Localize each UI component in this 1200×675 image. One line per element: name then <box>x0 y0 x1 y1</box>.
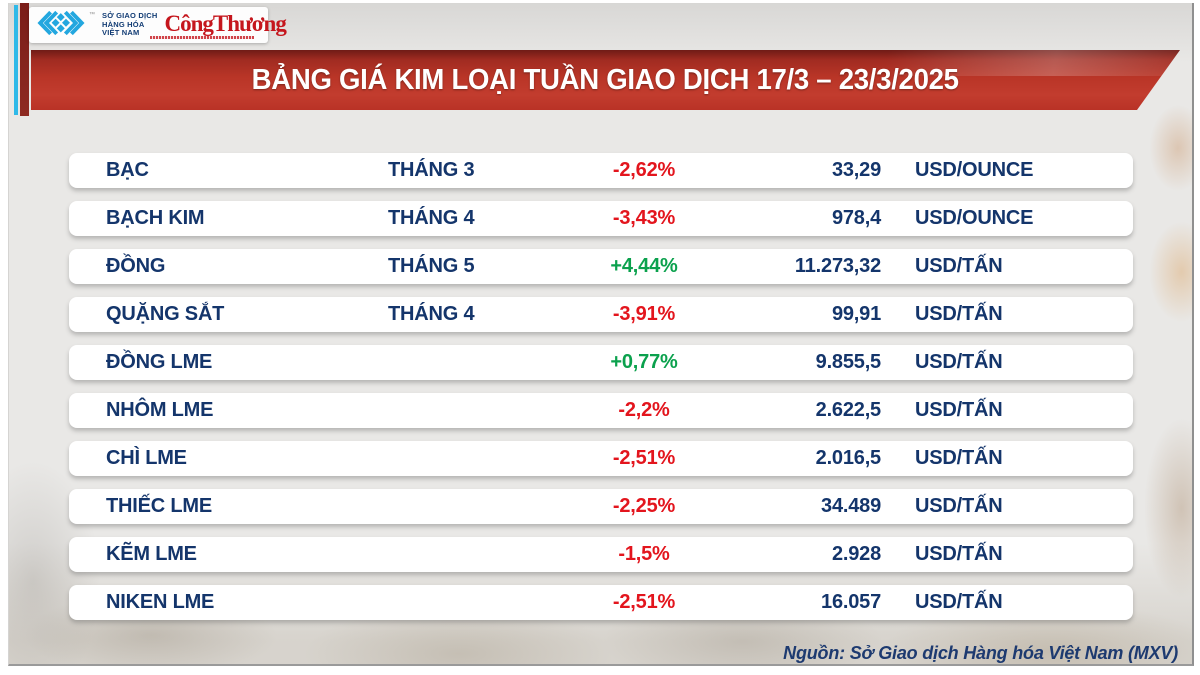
price-value: 2.622,5 <box>815 399 882 421</box>
contract-month: THÁNG 4 <box>388 303 475 325</box>
change-percent: -3,43% <box>612 207 676 229</box>
mxv-logo-text: SỞ GIAO DỊCH HÀNG HÓA VIỆT NAM <box>102 12 157 38</box>
infographic-card: ™ SỞ GIAO DỊCH HÀNG HÓA VIỆT NAM CôngThư… <box>8 3 1194 666</box>
mxv-logo-line2: HÀNG HÓA <box>102 19 145 29</box>
change-percent: -2,2% <box>618 399 670 421</box>
table-row: NHÔM LME -2,2% 2.622,5 USD/TẤN <box>69 393 1133 428</box>
price-unit: USD/TẤN <box>915 447 1003 469</box>
mxv-logo-line1: SỞ GIAO DỊCH <box>102 11 158 21</box>
mxv-logo-line3: VIỆT NAM <box>102 28 140 38</box>
commodity-name: BẠC <box>106 159 149 181</box>
price-unit: USD/TẤN <box>915 351 1003 373</box>
commodity-name: BẠCH KIM <box>106 207 205 229</box>
trademark-symbol: ™ <box>89 12 95 18</box>
price-value: 11.273,32 <box>794 255 881 277</box>
change-percent: -2,25% <box>612 495 676 517</box>
price-value: 2.016,5 <box>815 447 882 469</box>
price-unit: USD/TẤN <box>915 495 1003 517</box>
commodity-name: KẼM LME <box>106 543 197 565</box>
change-percent: -2,51% <box>612 591 676 613</box>
source-credit: Nguồn: Sở Giao dịch Hàng hóa Việt Nam (M… <box>783 643 1178 663</box>
logo-plate: ™ SỞ GIAO DỊCH HÀNG HÓA VIỆT NAM CôngThư… <box>29 7 287 43</box>
page-title: BẢNG GIÁ KIM LOẠI TUẦN GIAO DỊCH 17/3 – … <box>251 63 960 96</box>
commodity-name: QUẶNG SẮT <box>106 303 225 325</box>
price-rows: BẠC THÁNG 3 -2,62% 33,29 USD/OUNCE BẠCH … <box>69 153 1133 633</box>
table-row: KẼM LME -1,5% 2.928 USD/TẤN <box>69 537 1133 572</box>
change-percent: -2,51% <box>612 447 676 469</box>
congthuong-logo: CôngThương <box>164 11 286 36</box>
table-row: BẠC THÁNG 3 -2,62% 33,29 USD/OUNCE <box>69 153 1133 188</box>
commodity-name: CHÌ LME <box>106 447 187 469</box>
table-row: CHÌ LME -2,51% 2.016,5 USD/TẤN <box>69 441 1133 476</box>
change-percent: -2,62% <box>612 159 676 181</box>
price-unit: USD/TẤN <box>915 255 1003 277</box>
table-row: ĐỒNG LME +0,77% 9.855,5 USD/TẤN <box>69 345 1133 380</box>
title-banner: BẢNG GIÁ KIM LOẠI TUẦN GIAO DỊCH 17/3 – … <box>31 50 1180 110</box>
change-percent: +0,77% <box>610 351 678 373</box>
table-row: QUẶNG SẮT THÁNG 4 -3,91% 99,91 USD/TẤN <box>69 297 1133 332</box>
price-value: 16.057 <box>821 591 881 613</box>
commodity-name: THIẾC LME <box>106 495 212 517</box>
accent-stripe-cyan <box>14 5 18 115</box>
commodity-name: ĐỒNG LME <box>106 351 213 373</box>
price-unit: USD/TẤN <box>915 399 1003 421</box>
commodity-name: NHÔM LME <box>106 399 214 421</box>
commodity-name: NIKEN LME <box>106 591 215 613</box>
congthuong-tagline-strip <box>150 36 254 39</box>
contract-month: THÁNG 3 <box>388 159 475 181</box>
price-unit: USD/TẤN <box>915 543 1003 565</box>
commodity-name: ĐỒNG <box>106 255 166 277</box>
table-row: BẠCH KIM THÁNG 4 -3,43% 978,4 USD/OUNCE <box>69 201 1133 236</box>
change-percent: -1,5% <box>618 543 670 565</box>
table-row: THIẾC LME -2,25% 34.489 USD/TẤN <box>69 489 1133 524</box>
price-value: 978,4 <box>831 207 881 229</box>
price-unit: USD/TẤN <box>915 303 1003 325</box>
price-value: 9.855,5 <box>815 351 882 373</box>
price-unit: USD/OUNCE <box>915 207 1034 229</box>
price-value: 2.928 <box>831 543 881 565</box>
change-percent: -3,91% <box>612 303 676 325</box>
table-row: NIKEN LME -2,51% 16.057 USD/TẤN <box>69 585 1133 620</box>
price-value: 34.489 <box>821 495 881 517</box>
price-unit: USD/OUNCE <box>915 159 1034 181</box>
accent-stripe-red <box>20 3 29 116</box>
price-value: 33,29 <box>831 159 881 181</box>
contract-month: THÁNG 5 <box>388 255 475 277</box>
contract-month: THÁNG 4 <box>388 207 475 229</box>
price-unit: USD/TẤN <box>915 591 1003 613</box>
table-row: ĐỒNG THÁNG 5 +4,44% 11.273,32 USD/TẤN <box>69 249 1133 284</box>
price-value: 99,91 <box>831 303 881 325</box>
change-percent: +4,44% <box>610 255 678 277</box>
mxv-logo-icon <box>35 8 87 43</box>
